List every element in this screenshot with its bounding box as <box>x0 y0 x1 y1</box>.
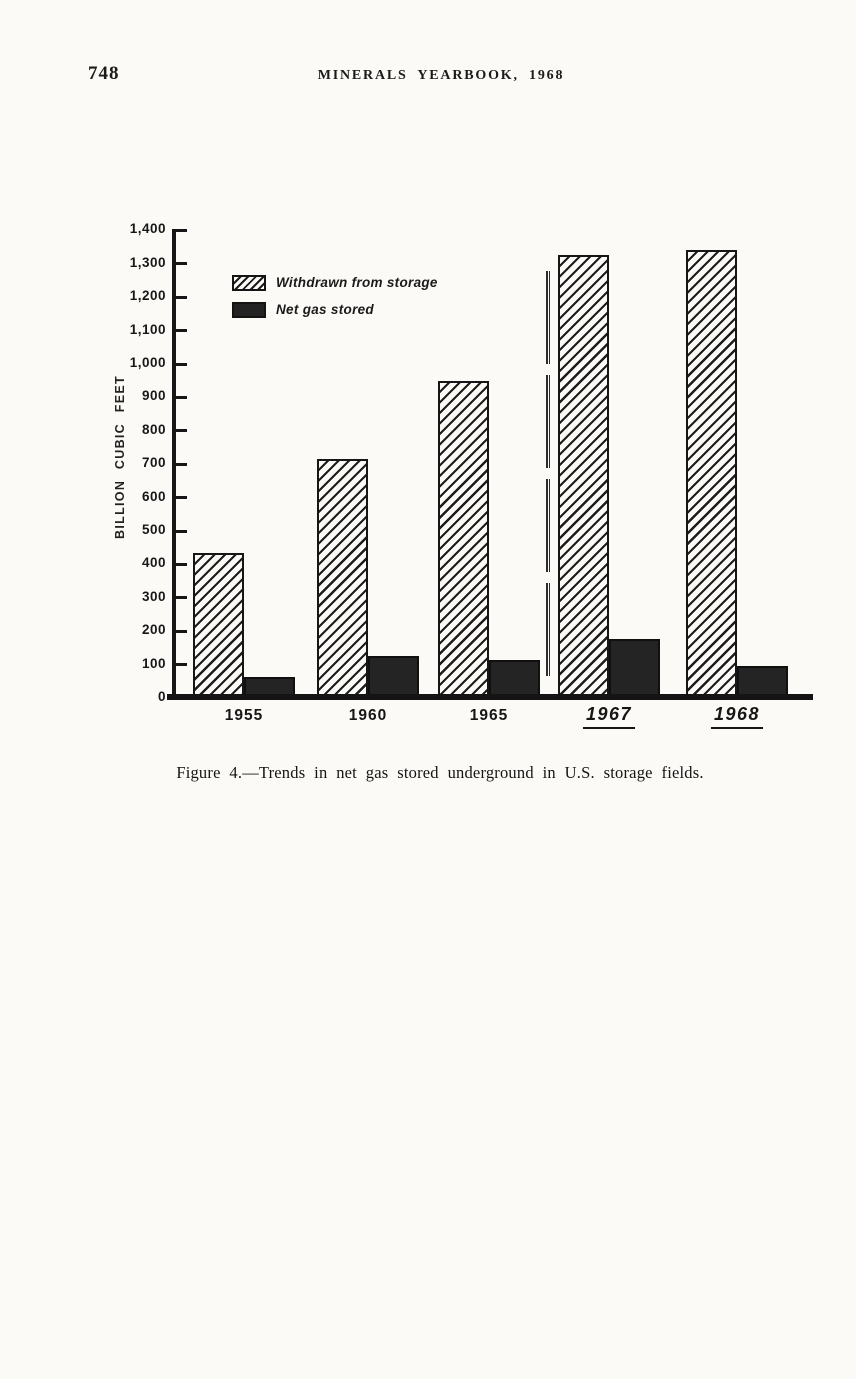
bar-withdrawn-1967 <box>558 255 609 698</box>
x-axis-line <box>167 694 813 700</box>
bar-stored-1960 <box>368 655 419 698</box>
x-label-1965: 1965 <box>423 707 555 725</box>
y-tick-500 <box>176 529 187 533</box>
y-tick-label-900: 900 <box>141 388 166 404</box>
y-tick-900 <box>176 395 187 399</box>
y-tick-label-1,200: 1,200 <box>129 288 166 304</box>
y-tick-label-800: 800 <box>141 421 166 437</box>
y-tick-label-400: 400 <box>141 555 166 571</box>
x-label-1960: 1960 <box>302 707 434 725</box>
x-label-1955: 1955 <box>178 707 310 725</box>
x-label-text-1960: 1960 <box>348 707 388 724</box>
legend-swatch-hatched <box>232 274 266 291</box>
bar-stored-1965 <box>489 659 540 698</box>
axis-break-line <box>546 271 550 681</box>
y-tick-700 <box>176 462 187 466</box>
figure-caption: Figure 4.—Trends in net gas stored under… <box>176 763 704 782</box>
y-tick-200 <box>176 629 187 633</box>
y-tick-label-200: 200 <box>141 622 166 638</box>
y-axis-line <box>172 229 176 700</box>
legend-item-stored: Net gas stored <box>232 299 438 320</box>
y-tick-1,100 <box>176 329 187 333</box>
bar-withdrawn-1968 <box>686 250 737 698</box>
x-label-1968: 1968 <box>671 704 803 729</box>
y-tick-label-1,300: 1,300 <box>129 254 166 270</box>
legend: Withdrawn from storage Net gas stored <box>232 272 438 326</box>
legend-label-withdrawn: Withdrawn from storage <box>276 275 438 290</box>
y-tick-label-700: 700 <box>141 455 166 471</box>
y-tick-label-500: 500 <box>141 522 166 537</box>
y-tick-800 <box>176 429 187 433</box>
x-label-text-1965: 1965 <box>469 707 509 724</box>
y-tick-label-1,400: 1,400 <box>129 221 166 237</box>
bar-withdrawn-1960 <box>317 459 368 698</box>
y-tick-label-100: 100 <box>141 655 166 671</box>
y-tick-label-1,100: 1,100 <box>129 321 166 337</box>
y-tick-label-300: 300 <box>141 588 166 604</box>
y-tick-1,400 <box>176 228 187 232</box>
y-tick-label-1,000: 1,000 <box>129 355 166 370</box>
x-label-1967: 1967 <box>543 704 675 729</box>
y-tick-1,200 <box>176 295 187 299</box>
bar-withdrawn-1955 <box>193 552 244 698</box>
y-tick-label-0: 0 <box>157 689 166 704</box>
bar-chart: BILLION CUBIC FEET 0 100 200 300 400 500 600 70… <box>113 221 813 729</box>
y-tick-label-600: 600 <box>141 488 166 504</box>
legend-item-withdrawn: Withdrawn from storage <box>232 272 438 293</box>
bar-stored-1967 <box>609 638 660 698</box>
x-label-text-1967: 1967 <box>582 704 636 729</box>
legend-swatch-solid <box>232 301 266 318</box>
legend-label-stored: Net gas stored <box>276 302 374 317</box>
y-tick-400 <box>176 562 187 566</box>
bar-stored-1968 <box>737 666 788 698</box>
x-label-text-1968: 1968 <box>710 704 764 729</box>
y-tick-1,000 <box>176 362 187 366</box>
y-tick-1,300 <box>176 262 187 266</box>
page-number: 748 <box>88 63 120 84</box>
running-head: MINERALS YEARBOOK, 1968 <box>317 68 565 83</box>
y-tick-100 <box>176 663 187 667</box>
y-tick-300 <box>176 596 187 600</box>
bar-withdrawn-1965 <box>438 380 489 698</box>
y-tick-600 <box>176 496 187 500</box>
x-label-text-1955: 1955 <box>224 707 264 724</box>
